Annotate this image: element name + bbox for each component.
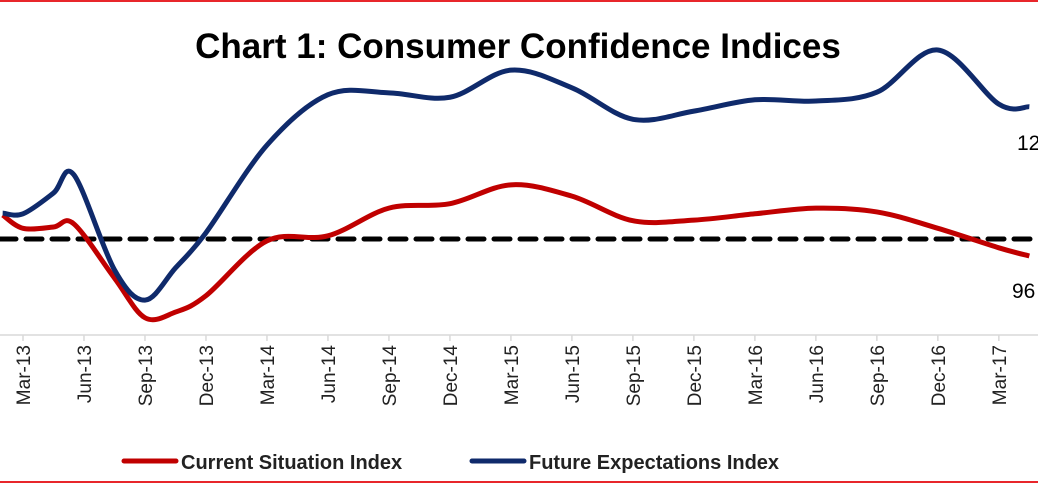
chart-title: Chart 1: Consumer Confidence Indices xyxy=(195,27,841,66)
series-line-future-expectations xyxy=(2,47,1030,303)
x-tick-label: Dec-13 xyxy=(197,345,218,406)
x-tick-label: Dec-14 xyxy=(441,345,462,407)
x-tick-label: Dec-15 xyxy=(685,345,706,406)
x-tick-label: Jun-13 xyxy=(75,345,96,403)
x-tick-label: Sep-15 xyxy=(624,345,645,406)
x-tick-label: Mar-17 xyxy=(990,345,1011,405)
x-tick-label: Jun-16 xyxy=(807,345,828,403)
x-tick-label: Jun-15 xyxy=(563,345,584,403)
x-tick-label: Jun-14 xyxy=(319,345,340,404)
legend-label-future: Future Expectations Index xyxy=(529,452,779,474)
end-label-current: 96 xyxy=(1012,280,1035,303)
end-label-future: 120. xyxy=(1017,132,1038,155)
series-line-current-situation xyxy=(1,182,1030,323)
legend: Current Situation Index Future Expectati… xyxy=(121,452,779,474)
x-tick-label: Mar-14 xyxy=(258,345,279,406)
x-tick-label: Mar-15 xyxy=(502,345,523,405)
x-tick-label: Mar-13 xyxy=(14,345,35,405)
x-tick-label: Sep-13 xyxy=(136,345,157,406)
x-tick-label: Sep-16 xyxy=(868,345,889,406)
x-tick-label: Mar-16 xyxy=(746,345,767,405)
x-tick-label: Dec-16 xyxy=(929,345,950,406)
x-tick-label: Sep-14 xyxy=(380,345,401,407)
legend-label-current: Current Situation Index xyxy=(181,452,402,474)
